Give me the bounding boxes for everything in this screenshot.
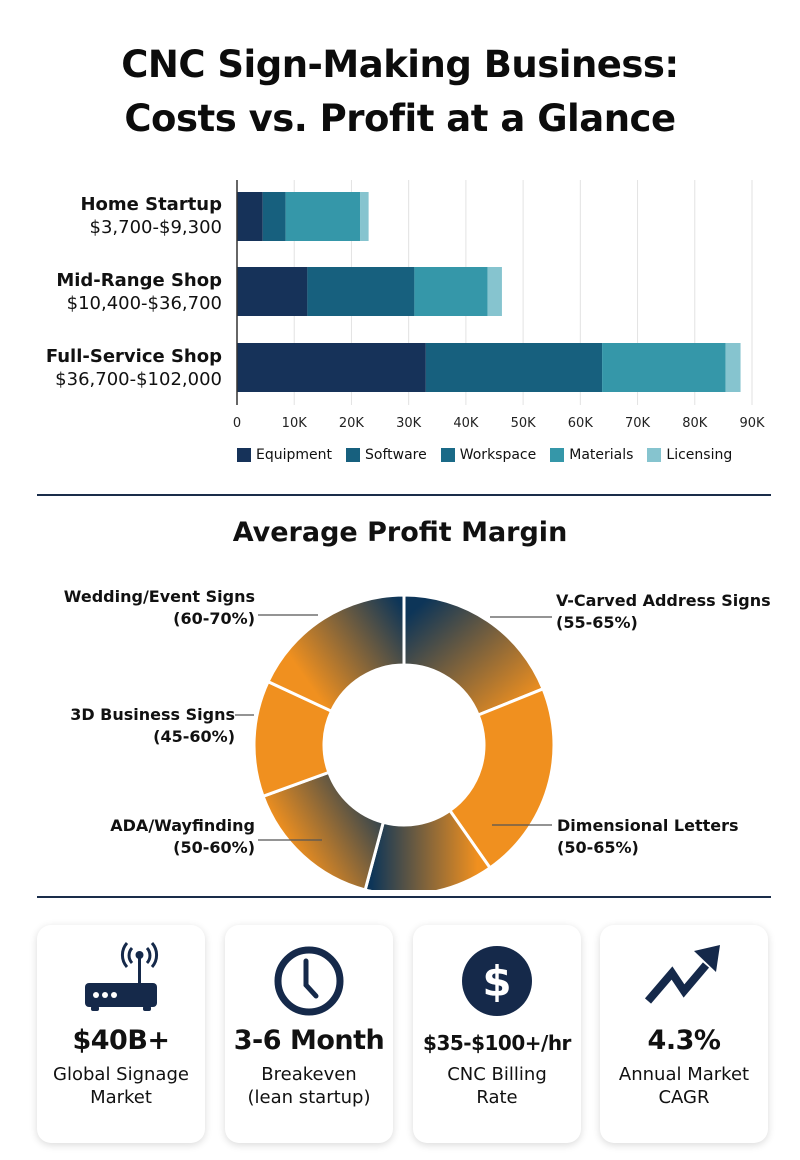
row-label-full: Full-Service Shop $36,700-$102,000 [0, 345, 222, 391]
legend-swatch [237, 448, 251, 462]
category-label: Home Startup [80, 194, 222, 215]
x-tick-label: 30K [396, 416, 422, 431]
slice-label: V-Carved Address Signs [556, 591, 771, 610]
slice-range: (45-60%) [153, 727, 235, 746]
category-label: Mid-Range Shop [56, 270, 222, 291]
slice-label: 3D Business Signs [70, 705, 235, 724]
slice-range: (50-60%) [173, 838, 255, 857]
donut-label-ada: ADA/Wayfinding (50-60%) [50, 815, 255, 859]
x-tick-label: 80K [682, 416, 708, 431]
legend-swatch [346, 448, 360, 462]
legend-item: Software [346, 447, 427, 463]
trend-up-icon [644, 945, 720, 1004]
stat-value: $40B+ [72, 1025, 170, 1056]
bar-segment-licensing [360, 192, 369, 241]
row-label-home: Home Startup $3,700-$9,300 [0, 193, 222, 239]
bar-segment-equipment [237, 343, 426, 392]
x-tick-label: 10K [282, 416, 308, 431]
x-tick-label: 90K [739, 416, 765, 431]
legend-swatch [550, 448, 565, 462]
cost-bar-chart: 0 10K 20K 30K 40K 50K 60K 70K 80K 90K [233, 180, 765, 431]
legend-item: Workspace [440, 447, 537, 463]
divider [37, 896, 771, 898]
dollar-icon: $ [462, 946, 532, 1016]
title-line-2: Costs vs. Profit at a Glance [124, 97, 676, 140]
slice-range: (55-65%) [556, 613, 638, 632]
x-tick-label: 70K [625, 416, 651, 431]
legend-item: Licensing [647, 447, 732, 463]
stat-label-line: Global Signage [53, 1064, 189, 1085]
stat-label-line: Breakeven [261, 1064, 357, 1085]
x-tick-label: 40K [453, 416, 479, 431]
stat-label: CNC Billing Rate [413, 1063, 581, 1109]
legend-swatch [647, 448, 662, 462]
legend-label: Materials [569, 447, 634, 463]
slice-label: Wedding/Event Signs [63, 587, 255, 606]
slice-range: (60-70%) [173, 609, 255, 628]
slice-label: ADA/Wayfinding [110, 816, 255, 835]
x-tick-label: 20K [339, 416, 365, 431]
donut-slice [266, 593, 406, 714]
stat-label-line: CAGR [658, 1087, 710, 1108]
divider [37, 494, 771, 496]
clock-icon [274, 946, 344, 1016]
stat-value: 4.3% [647, 1025, 721, 1056]
bar-segment-equipment [237, 267, 308, 316]
row-label-mid: Mid-Range Shop $10,400-$36,700 [0, 269, 222, 315]
donut-slice [447, 686, 556, 870]
title-line-1: CNC Sign-Making Business: [121, 43, 679, 86]
donut-label-vcarved: V-Carved Address Signs (55-65%) [556, 590, 771, 634]
bar-segment-materials [285, 192, 361, 241]
legend-label: Workspace [459, 447, 537, 463]
category-range: $36,700-$102,000 [55, 369, 222, 390]
donut-title: Average Profit Margin [232, 517, 568, 548]
bar-segment-licensing [487, 267, 502, 316]
stat-card-billing: $ $35-$100+/hr CNC Billing Rate [413, 925, 581, 1143]
legend-item: Equipment [237, 447, 332, 463]
bar-segment-software [307, 267, 415, 316]
bar-legend: Equipment Software Workspace Materials L… [237, 447, 732, 463]
x-tick-label: 50K [511, 416, 537, 431]
stat-card-market: $40B+ Global Signage Market [37, 925, 205, 1143]
legend-item: Materials [550, 447, 633, 463]
donut-slice [402, 593, 546, 717]
x-tick-label: 0 [233, 416, 241, 431]
router-icon [85, 942, 159, 1011]
stat-label-line: Rate [476, 1087, 518, 1108]
category-label: Full-Service Shop [45, 346, 222, 367]
profit-donut-chart [235, 593, 556, 890]
stat-label-line: (lean startup) [247, 1087, 371, 1108]
category-range: $10,400-$36,700 [66, 293, 222, 314]
stat-label: Breakeven (lean startup) [225, 1063, 393, 1109]
bar-segment-materials [414, 267, 488, 316]
x-tick-label: 60K [568, 416, 594, 431]
slice-label: Dimensional Letters [557, 816, 739, 835]
donut-label-3d: 3D Business Signs (45-60%) [30, 704, 235, 748]
legend-swatch [440, 448, 455, 462]
category-range: $3,700-$9,300 [89, 217, 222, 238]
page-title: CNC Sign-Making Business: Costs vs. Prof… [0, 38, 800, 146]
stat-label-line: Market [90, 1087, 152, 1108]
stat-label-line: Annual Market [618, 1064, 750, 1085]
donut-label-wedding: Wedding/Event Signs (60-70%) [50, 586, 255, 630]
bar-segment-software [262, 192, 286, 241]
stat-card-breakeven: 3-6 Month Breakeven (lean startup) [225, 925, 393, 1143]
stat-card-cagr: 4.3% Annual Market CAGR [600, 925, 768, 1143]
stat-label: Global Signage Market [37, 1063, 205, 1109]
donut-label-dimensional: Dimensional Letters (50-65%) [557, 815, 739, 859]
bar-segment-licensing [725, 343, 741, 392]
bar-segment-materials [602, 343, 726, 392]
slice-range: (50-65%) [557, 838, 639, 857]
stat-label: Annual Market CAGR [600, 1063, 768, 1109]
stat-label-line: CNC Billing [447, 1064, 547, 1085]
legend-label: Software [365, 447, 427, 463]
legend-label: Equipment [256, 447, 332, 463]
legend-label: Licensing [666, 447, 733, 463]
stat-value: $35-$100+/hr [423, 1031, 571, 1055]
bar-segment-software [425, 343, 603, 392]
svg-text:$: $ [482, 957, 511, 1006]
stat-value: 3-6 Month [233, 1025, 385, 1056]
bar-segment-equipment [237, 192, 263, 241]
